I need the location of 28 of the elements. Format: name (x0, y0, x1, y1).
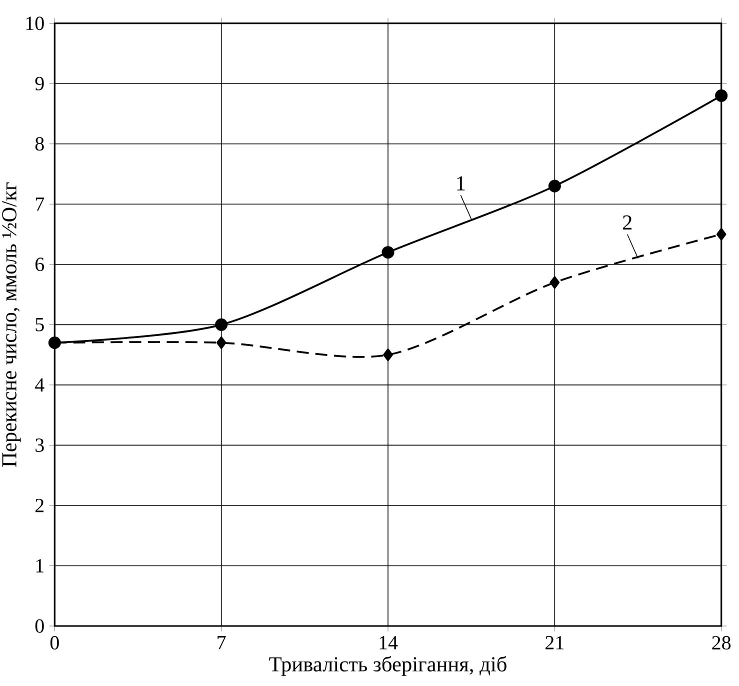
x-axis-title: Тривалість зберігання, діб (269, 656, 506, 676)
y-tick-label: 4 (35, 378, 44, 392)
y-tick-label: 2 (36, 498, 44, 512)
x-tick-label: 28 (712, 636, 731, 650)
x-tick-label: 7 (218, 636, 226, 650)
y-tick-label: 7 (36, 198, 44, 211)
y-tick-label: 8 (35, 137, 44, 151)
point (215, 318, 228, 331)
series-label: 2 (622, 215, 632, 230)
point (548, 180, 561, 192)
y-tick-label: 9 (35, 76, 44, 90)
point (383, 348, 393, 362)
point (382, 246, 394, 259)
point (716, 228, 726, 241)
x-tick-label: 14 (380, 636, 398, 650)
y-tick-label: 1 (36, 559, 44, 572)
y-tick-label: 0 (35, 619, 44, 633)
y-tick-label: 10 (26, 16, 44, 30)
x-tick-label: 0 (50, 636, 59, 650)
y-tick-label: 5 (36, 318, 44, 332)
point (715, 89, 728, 102)
point (550, 276, 560, 289)
x-tick-label: 21 (546, 636, 564, 650)
y-axis-title: Перекисне число, ммоль ½O/кг (2, 182, 21, 467)
y-tick-label: 3 (36, 438, 44, 452)
series-label: 1 (457, 176, 465, 190)
y-tick-label: 6 (35, 258, 44, 272)
point (216, 336, 226, 350)
